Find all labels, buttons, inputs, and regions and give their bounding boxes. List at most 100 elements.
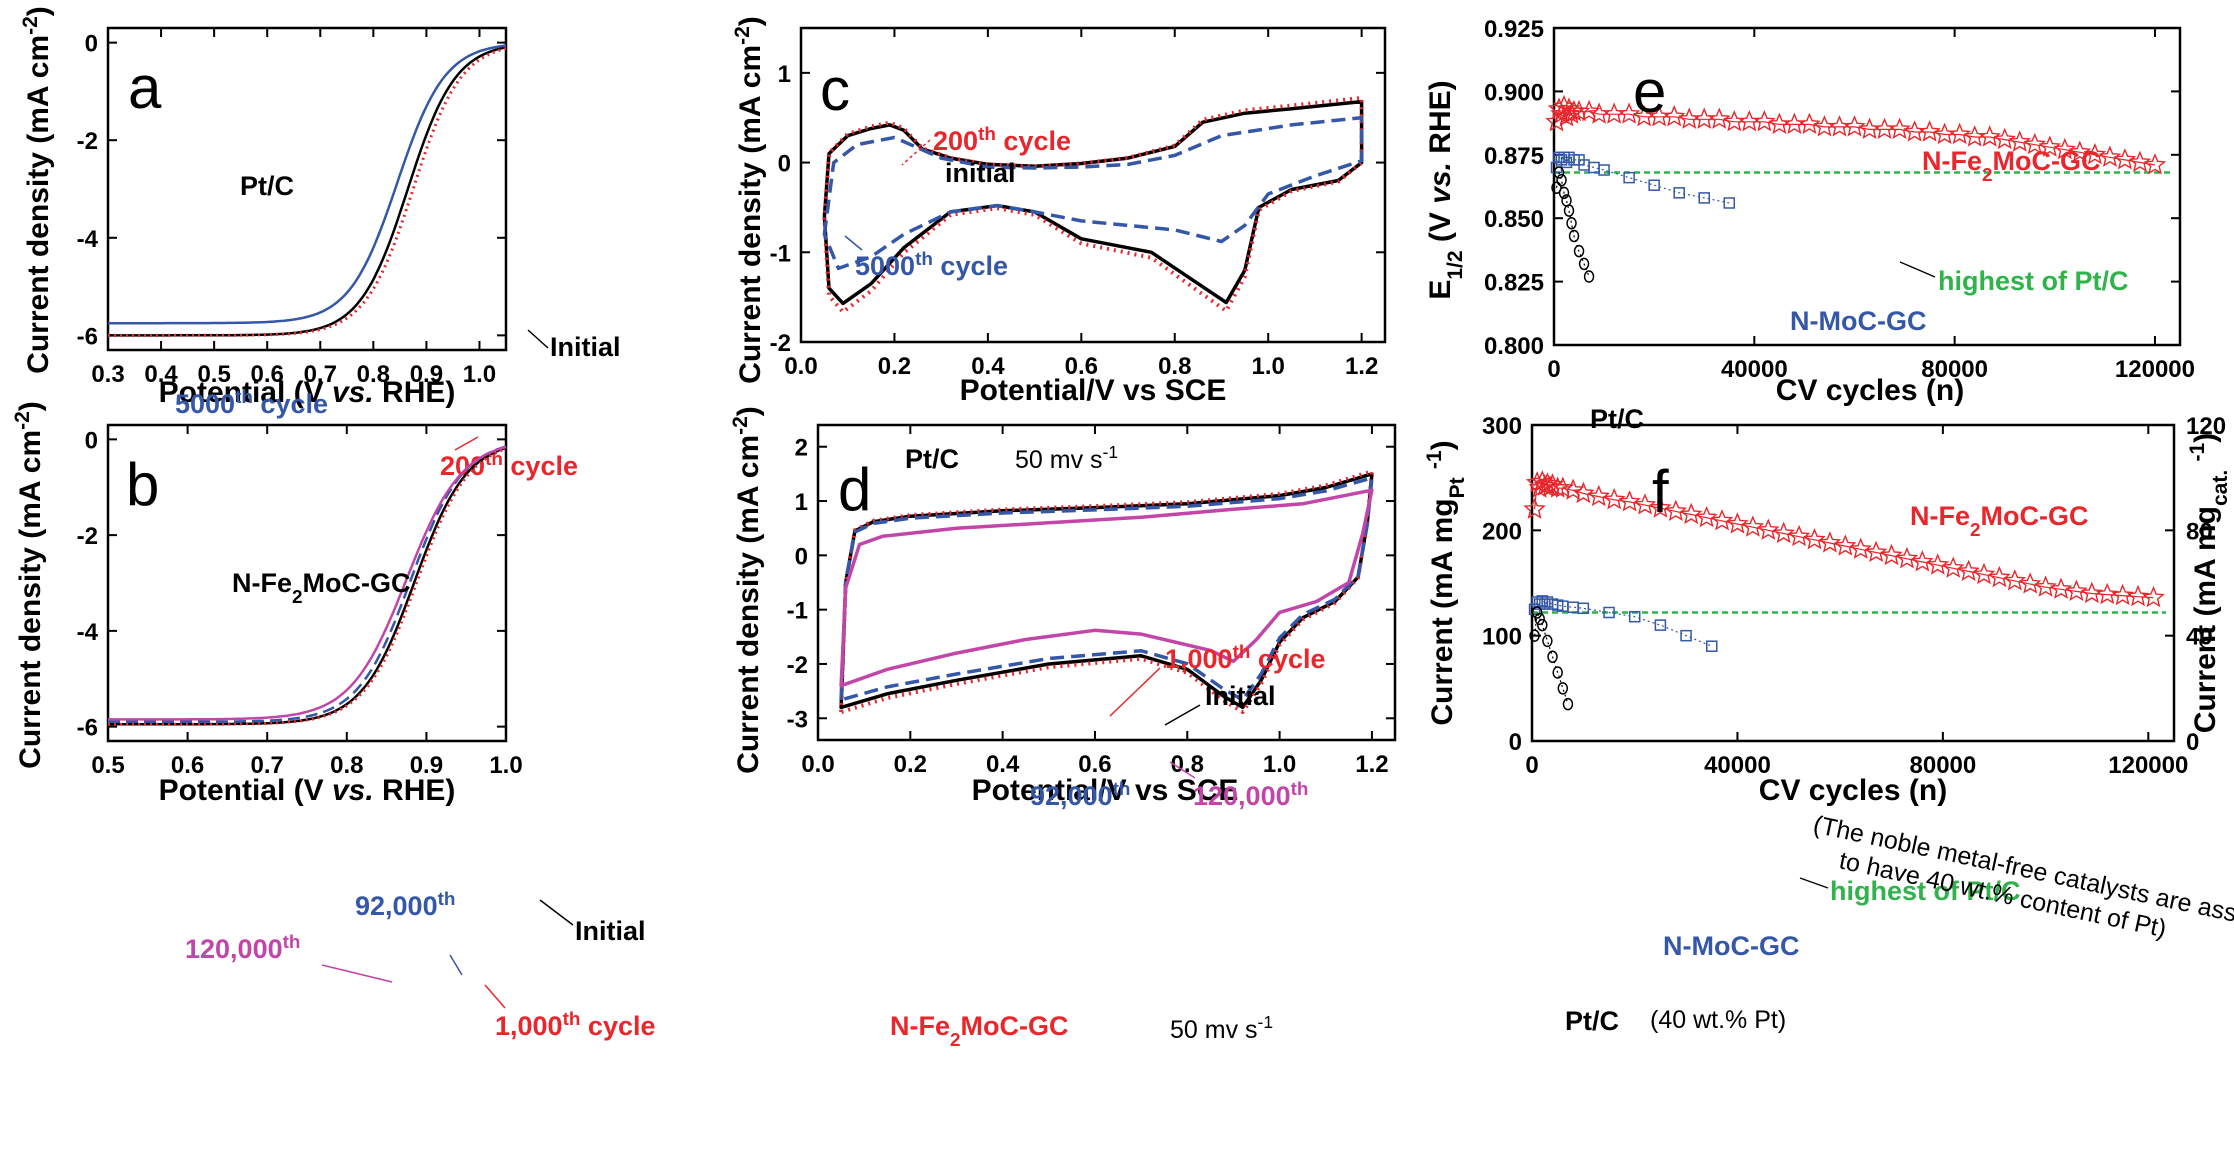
data-point — [1895, 546, 1919, 569]
x-tick-label: 0.9 — [410, 752, 443, 779]
data-point — [2083, 142, 2107, 165]
data-point — [1542, 634, 1553, 648]
data-point — [1563, 204, 1575, 217]
data-point — [2143, 153, 2167, 175]
y-tick-label: 0.875 — [1484, 143, 1544, 170]
x-tick-label: 0 — [1547, 356, 1560, 383]
series-line — [1534, 599, 1713, 647]
data-point — [1552, 666, 1563, 679]
series-line — [108, 445, 507, 721]
x-axis-title: Potential/V vs SCE — [972, 774, 1239, 807]
data-point — [1547, 650, 1558, 663]
x-tick-label: 1.0 — [489, 752, 522, 779]
data-point — [2142, 585, 2165, 608]
data-point — [1556, 173, 1567, 187]
y-axis-title: Current (mA mgPt -1) — [1423, 440, 1469, 725]
y-tick-label: 300 — [1482, 413, 1522, 440]
x-tick-label: 80000 — [1921, 356, 1988, 383]
data-point — [1545, 109, 1568, 132]
annotation-pointer — [1899, 261, 1936, 278]
data-point — [2098, 145, 2122, 167]
annotation-pointer — [844, 235, 863, 251]
annotation-5000th: 5000th cycle — [175, 387, 328, 420]
data-point — [1873, 117, 1896, 139]
data-point — [1880, 543, 1903, 566]
x-tick-label: 40000 — [1704, 752, 1771, 779]
data-point — [1738, 109, 1761, 132]
series-label-nmoc: N-MoC-GC — [1790, 306, 1926, 336]
panel-label: f — [1652, 458, 1669, 525]
data-point — [1911, 550, 1934, 572]
series-label-nfe2moc: N-Fe2MoC-GC — [1922, 146, 2101, 186]
y-tick-label: -2 — [770, 330, 791, 357]
data-point — [1603, 606, 1615, 619]
data-point — [1566, 217, 1577, 230]
y-axis-title: Current density (mA cm-2) — [731, 16, 768, 384]
data-point — [1756, 518, 1780, 540]
data-point — [1787, 524, 1811, 547]
y-right-tick-label: 120 — [2186, 413, 2226, 440]
x-tick-label: 0.7 — [251, 752, 284, 779]
y-tick-label: 1 — [778, 61, 791, 88]
data-point — [1551, 476, 1575, 498]
series-loop — [839, 476, 1374, 702]
axes-frame — [816, 423, 1397, 742]
axes-frame — [106, 26, 508, 352]
reference-label: highest of Pt/C — [1830, 876, 2021, 906]
annotation-1000th: 1,000th cycle — [495, 1009, 656, 1042]
series-label-nfe2moc: N-Fe2MoC-GC — [1910, 501, 2089, 541]
data-point — [1628, 610, 1641, 623]
series-line — [108, 47, 507, 337]
annotation-pointer — [449, 954, 463, 976]
y-tick-label: -6 — [77, 715, 98, 742]
data-point — [1523, 497, 1546, 519]
data-point — [2003, 569, 2027, 591]
data-point — [1706, 640, 1718, 652]
x-tick-label: 120000 — [2108, 752, 2188, 779]
data-point — [1557, 682, 1569, 695]
data-point — [1768, 112, 1791, 134]
y-tick-label: -3 — [787, 706, 808, 733]
y-tick-label: 0 — [1509, 729, 1522, 756]
y-right-tick-label: 40 — [2186, 624, 2213, 651]
data-point — [1978, 125, 2001, 147]
data-point — [1577, 99, 1601, 122]
data-point — [1726, 512, 1749, 534]
data-point — [1963, 125, 1986, 147]
x-tick-label: 0.5 — [91, 752, 124, 779]
x-tick-label: 1.0 — [463, 361, 496, 388]
data-point — [1673, 187, 1685, 199]
series-line — [108, 445, 507, 724]
y-tick-label: 0.925 — [1484, 16, 1544, 43]
data-point — [1918, 120, 1941, 142]
data-point — [1803, 527, 1826, 550]
annotation-120000th: 120,000th — [185, 932, 300, 965]
x-tick-label: 0.2 — [878, 353, 911, 380]
x-axis-title: Potential (V vs. RHE) — [159, 376, 456, 409]
data-point — [2065, 579, 2088, 601]
scan-rate-label: 50 mv s-1 — [1170, 1012, 1273, 1044]
annotation-pointer — [1109, 667, 1161, 717]
data-point — [1948, 122, 1971, 145]
x-tick-label: 1.0 — [1252, 353, 1285, 380]
data-point — [1988, 565, 2011, 588]
y-tick-label: 0.800 — [1484, 333, 1544, 360]
series-line — [1555, 156, 1730, 204]
data-point — [1828, 115, 1851, 137]
x-tick-label: 0.8 — [330, 752, 363, 779]
series-loop — [822, 115, 1364, 271]
data-point — [1753, 109, 1776, 132]
data-point — [1993, 127, 2016, 150]
data-point — [1692, 107, 1716, 129]
data-point — [2128, 150, 2152, 172]
data-point — [1818, 531, 1842, 553]
y-tick-label: 2 — [795, 435, 808, 462]
annotation-pointer — [1164, 704, 1201, 726]
axes-frame — [1530, 423, 2176, 743]
annotation-pointer — [321, 964, 393, 983]
data-point — [1834, 534, 1857, 556]
data-point — [1598, 164, 1610, 176]
x-tick-label: 0.9 — [410, 361, 443, 388]
annotation-pointer — [1799, 877, 1829, 889]
